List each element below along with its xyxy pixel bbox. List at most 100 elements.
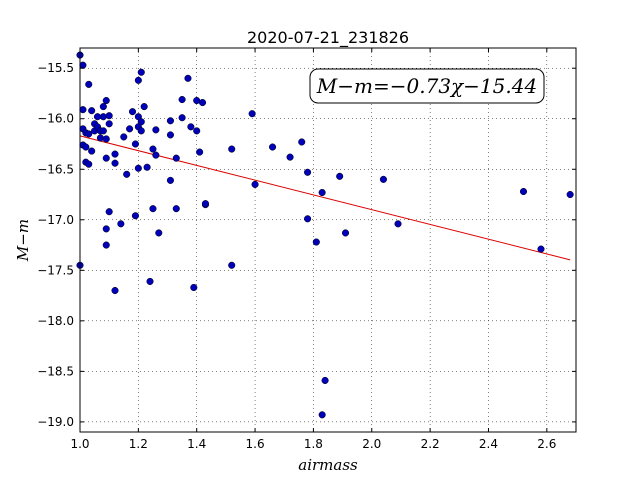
y-tick-label: −17.0 (37, 213, 74, 227)
data-point (149, 145, 157, 153)
data-point (123, 170, 131, 178)
data-point (102, 225, 110, 233)
data-point (99, 103, 107, 111)
data-point (201, 200, 210, 208)
x-axis-label: airmass (298, 456, 358, 474)
y-tick-label: −18.0 (37, 314, 74, 328)
y-tick-label: −15.5 (37, 61, 74, 75)
data-point (126, 125, 134, 133)
fit-line (79, 135, 571, 261)
data-point (248, 110, 256, 118)
data-point (566, 190, 574, 199)
data-point (228, 261, 236, 269)
data-point (143, 163, 151, 171)
data-point (88, 107, 96, 115)
grid-lines (79, 48, 576, 432)
data-point (379, 175, 387, 183)
data-point (105, 120, 113, 128)
data-point (298, 138, 306, 146)
data-point (131, 212, 139, 220)
data-point (102, 135, 110, 143)
data-point (193, 127, 201, 135)
data-point (172, 154, 180, 162)
y-axis-label: M−m (14, 219, 32, 262)
data-point (166, 176, 174, 184)
data-point (111, 286, 119, 295)
data-point (318, 188, 326, 197)
data-point (304, 168, 312, 176)
data-point (187, 123, 195, 131)
data-point (88, 147, 96, 155)
data-point (85, 130, 93, 138)
data-point (190, 283, 198, 292)
data-point (304, 215, 312, 223)
plot-area (80, 48, 576, 432)
data-point (196, 148, 204, 156)
data-point (128, 108, 137, 116)
data-point (99, 127, 107, 135)
data-point (178, 114, 186, 122)
data-point (312, 238, 320, 246)
data-point (85, 160, 93, 168)
x-tick-label: 2.0 (362, 437, 381, 451)
fit-equation-text: M−m=−0.73χ−15.44 (316, 74, 537, 98)
data-point (102, 241, 110, 249)
y-tick-label: −19.0 (37, 415, 74, 429)
data-point (228, 145, 236, 153)
y-tick-label: −18.5 (37, 364, 74, 378)
x-tick-label: 1.2 (129, 437, 148, 451)
data-point (105, 208, 113, 216)
data-point (149, 205, 157, 213)
fit-equation-box: M−m=−0.73χ−15.44 (309, 68, 545, 104)
y-tick-label: −17.5 (37, 263, 74, 277)
data-point (198, 99, 207, 107)
data-point (96, 134, 104, 142)
data-point (99, 113, 107, 121)
data-point (85, 80, 93, 88)
x-tick-label: 1.0 (70, 437, 89, 451)
data-point (166, 131, 174, 139)
data-point (117, 220, 125, 228)
y-tick-label: −16.0 (37, 112, 74, 126)
data-point (341, 229, 350, 237)
data-point (137, 68, 145, 76)
data-point (286, 153, 294, 161)
data-point (140, 103, 148, 111)
fit-line-group (79, 135, 571, 261)
data-point (321, 376, 329, 385)
data-point (318, 411, 326, 419)
x-tick-label: 1.4 (187, 437, 206, 451)
data-point (172, 205, 180, 213)
data-point (269, 143, 277, 151)
data-point (394, 220, 402, 228)
data-point (166, 117, 174, 125)
data-point (146, 277, 154, 285)
data-point (111, 159, 119, 167)
y-tick-label: −16.5 (37, 162, 74, 176)
plot-frame (79, 47, 577, 433)
data-point (134, 76, 142, 84)
data-point (336, 172, 344, 180)
data-point (155, 229, 163, 237)
x-tick-label: 2.6 (537, 437, 556, 451)
x-tick-label: 1.8 (304, 437, 323, 451)
data-point (131, 140, 139, 148)
x-tick-label: 2.4 (479, 437, 498, 451)
data-points (76, 51, 574, 419)
data-point (120, 133, 128, 141)
data-point (519, 187, 528, 196)
data-point (184, 74, 192, 82)
data-point (82, 143, 90, 151)
data-point (79, 61, 87, 69)
x-tick-label: 1.6 (246, 437, 265, 451)
data-point (134, 164, 142, 172)
x-tick-label: 2.2 (421, 437, 440, 451)
data-point (178, 95, 186, 104)
data-point (79, 106, 87, 114)
data-point (137, 118, 145, 126)
axis-ticks: 1.0 1.2 1.4 1.6 1.8 2.0 2.2 2.4 2.6 −15.5 −16.0 −16… (37, 48, 576, 451)
data-point (111, 150, 119, 158)
data-point (152, 126, 160, 134)
fit-equation-background (309, 68, 545, 104)
